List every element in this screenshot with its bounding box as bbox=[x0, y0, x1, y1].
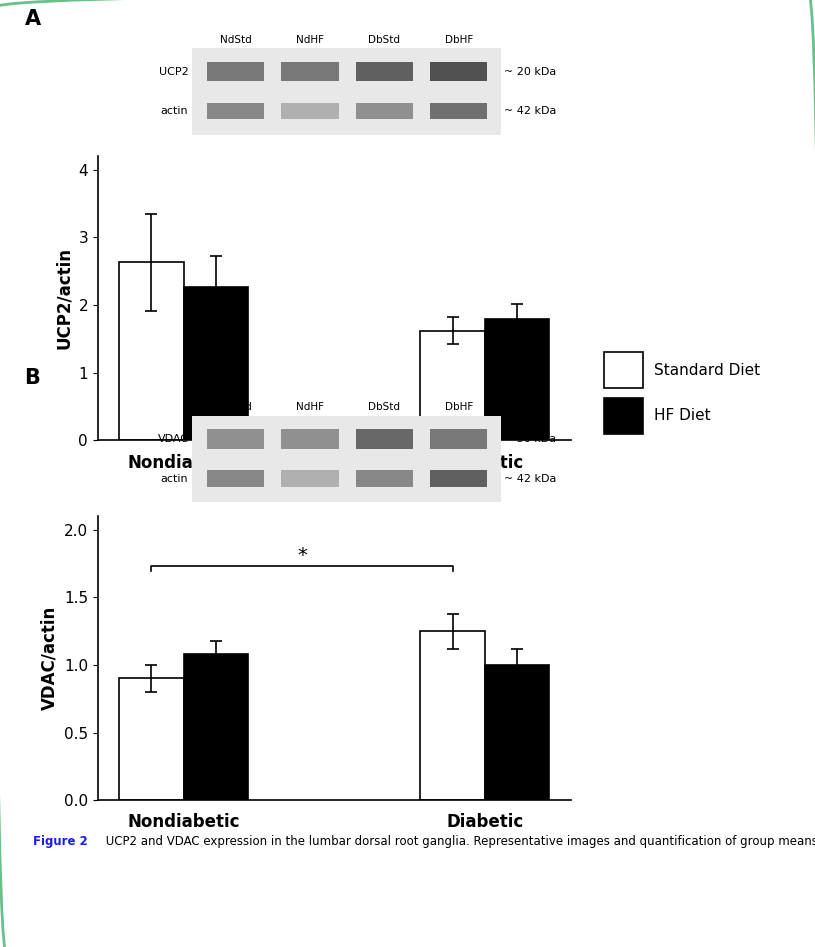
Bar bbox=[281, 62, 338, 81]
Text: DbStd: DbStd bbox=[368, 402, 400, 412]
Bar bbox=[281, 103, 338, 119]
Bar bbox=[119, 262, 183, 440]
Bar bbox=[485, 665, 549, 800]
Bar bbox=[216, 474, 256, 483]
Bar bbox=[119, 678, 183, 800]
Text: UCP2 and VDAC expression in the lumbar dorsal root ganglia. Representative image: UCP2 and VDAC expression in the lumbar d… bbox=[102, 835, 815, 849]
Text: DbStd: DbStd bbox=[368, 35, 400, 45]
Bar bbox=[355, 62, 413, 81]
Bar bbox=[290, 434, 330, 444]
Bar bbox=[604, 398, 643, 434]
Text: HF Diet: HF Diet bbox=[654, 408, 711, 423]
Y-axis label: UCP2/actin: UCP2/actin bbox=[55, 247, 73, 349]
Text: ~ 42 kDa: ~ 42 kDa bbox=[504, 106, 557, 116]
Bar bbox=[281, 471, 338, 487]
Bar bbox=[438, 66, 478, 77]
Bar bbox=[438, 107, 478, 116]
Text: Figure 2: Figure 2 bbox=[33, 835, 87, 849]
Bar bbox=[290, 107, 330, 116]
Bar bbox=[430, 429, 487, 449]
Text: actin: actin bbox=[161, 106, 188, 116]
Bar bbox=[430, 62, 487, 81]
Bar bbox=[183, 654, 248, 800]
Bar bbox=[430, 103, 487, 119]
Text: VDAC: VDAC bbox=[157, 434, 188, 444]
Text: Standard Diet: Standard Diet bbox=[654, 363, 760, 378]
Bar bbox=[183, 287, 248, 440]
Text: NdStd: NdStd bbox=[220, 402, 252, 412]
Bar bbox=[485, 318, 549, 440]
Bar bbox=[364, 434, 404, 444]
Bar bbox=[281, 429, 338, 449]
Bar bbox=[364, 66, 404, 77]
Text: A: A bbox=[24, 9, 41, 28]
Bar bbox=[438, 434, 478, 444]
Bar bbox=[207, 429, 264, 449]
Y-axis label: VDAC/actin: VDAC/actin bbox=[41, 606, 59, 710]
Bar bbox=[216, 66, 256, 77]
Bar bbox=[430, 471, 487, 487]
Bar bbox=[604, 352, 643, 388]
Text: B: B bbox=[24, 368, 41, 388]
Bar bbox=[207, 103, 264, 119]
Text: DbHF: DbHF bbox=[444, 35, 473, 45]
Bar bbox=[216, 107, 256, 116]
Bar bbox=[355, 429, 413, 449]
Text: NdHF: NdHF bbox=[296, 402, 324, 412]
Bar bbox=[216, 434, 256, 444]
Text: ~ 30 kDa: ~ 30 kDa bbox=[504, 434, 557, 444]
Text: NdStd: NdStd bbox=[220, 35, 252, 45]
Text: NdHF: NdHF bbox=[296, 35, 324, 45]
Text: actin: actin bbox=[161, 474, 188, 484]
Bar bbox=[290, 66, 330, 77]
Text: ~ 20 kDa: ~ 20 kDa bbox=[504, 66, 557, 77]
Bar bbox=[421, 631, 485, 800]
Bar bbox=[290, 474, 330, 483]
Text: UCP2: UCP2 bbox=[159, 66, 188, 77]
Bar bbox=[364, 474, 404, 483]
Bar bbox=[207, 471, 264, 487]
Bar bbox=[364, 107, 404, 116]
Bar bbox=[438, 474, 478, 483]
Text: *: * bbox=[297, 545, 307, 564]
Bar bbox=[421, 331, 485, 440]
Text: DbHF: DbHF bbox=[444, 402, 473, 412]
Bar bbox=[207, 62, 264, 81]
Text: ~ 42 kDa: ~ 42 kDa bbox=[504, 474, 557, 484]
Bar bbox=[355, 471, 413, 487]
Bar bbox=[355, 103, 413, 119]
